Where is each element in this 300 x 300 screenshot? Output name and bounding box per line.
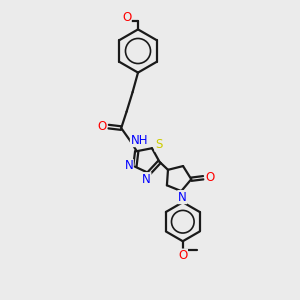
Text: O: O bbox=[122, 11, 131, 24]
Text: O: O bbox=[205, 171, 214, 184]
Text: N: N bbox=[124, 160, 133, 172]
Text: O: O bbox=[98, 120, 106, 133]
Text: O: O bbox=[178, 249, 188, 262]
Text: S: S bbox=[155, 138, 162, 151]
Text: N: N bbox=[178, 190, 187, 204]
Text: N: N bbox=[142, 173, 151, 186]
Text: NH: NH bbox=[130, 134, 148, 147]
